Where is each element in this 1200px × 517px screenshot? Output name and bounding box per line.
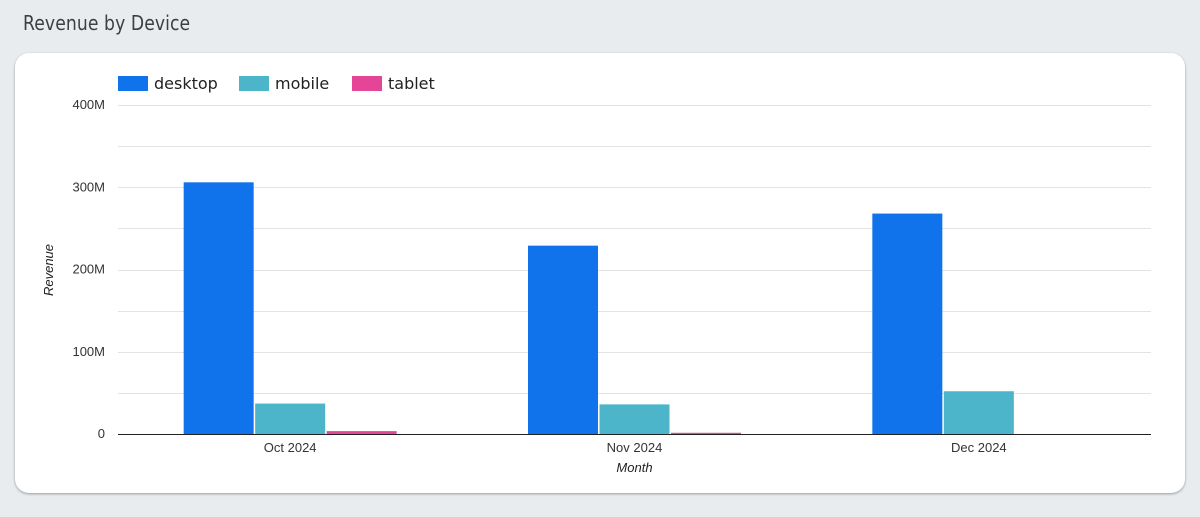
y-tick-label: 300M <box>72 179 105 194</box>
legend-swatch-tablet[interactable] <box>352 76 382 91</box>
bar-mobile[interactable] <box>943 391 1014 434</box>
legend-swatch-mobile[interactable] <box>239 76 269 91</box>
y-tick-label: 100M <box>72 344 105 359</box>
bar-mobile[interactable] <box>255 403 326 434</box>
x-tick-label: Oct 2024 <box>264 440 317 455</box>
bar-tablet[interactable] <box>326 431 397 434</box>
x-tick-label: Nov 2024 <box>607 440 663 455</box>
y-axis-title: Revenue <box>41 244 56 296</box>
y-tick-label: 200M <box>72 262 105 277</box>
y-tick-label: 400M <box>72 97 105 112</box>
bar-desktop[interactable] <box>872 213 943 434</box>
bar-desktop[interactable] <box>528 245 598 434</box>
legend-label-tablet[interactable]: tablet <box>388 74 435 93</box>
x-tick-label: Dec 2024 <box>951 440 1007 455</box>
page-title: Revenue by Device <box>23 11 191 35</box>
bar-tablet[interactable] <box>671 432 741 434</box>
legend-label-mobile[interactable]: mobile <box>275 74 329 93</box>
y-tick-label: 0 <box>98 426 105 441</box>
bar-desktop[interactable] <box>183 182 254 434</box>
legend-swatch-desktop[interactable] <box>118 76 148 91</box>
x-axis-title: Month <box>616 460 652 475</box>
legend-label-desktop[interactable]: desktop <box>154 74 218 93</box>
bar-mobile[interactable] <box>599 404 670 434</box>
